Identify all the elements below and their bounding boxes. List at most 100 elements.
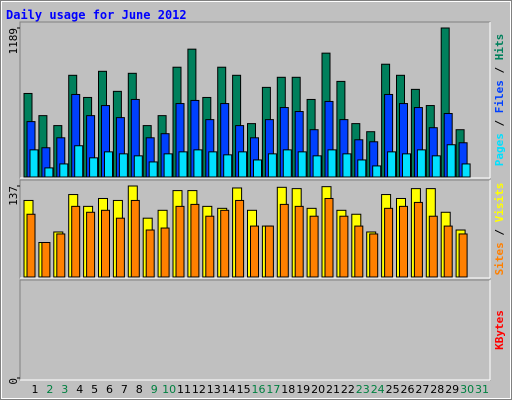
legend-entry: Sites [493,242,506,275]
legend-entry: Visits [493,183,506,223]
legend-separator: / [493,113,506,133]
bar [118,153,128,178]
x-tick-label: 15 [237,383,251,396]
y-tick-label: 137 [7,186,20,206]
y-tick-label: 0 [7,378,20,385]
bar [446,144,456,178]
bar [74,145,84,178]
x-tick-label: 5 [91,383,98,396]
bar [324,197,334,278]
bar [250,225,259,278]
x-tick-label: 17 [266,383,280,396]
bar [208,151,218,178]
bar [205,215,215,278]
bar [279,203,289,278]
x-tick-label: 4 [76,383,83,396]
bar [431,155,441,178]
bar [59,163,69,178]
bar [71,205,81,278]
bar [428,215,438,278]
bar [264,225,274,278]
bar [104,151,113,178]
legend: KBytes [493,310,506,350]
bar [339,215,349,278]
bar [29,149,39,178]
bar [312,155,322,178]
bar [399,205,408,278]
x-tick-label: 3 [61,383,68,396]
bar [178,151,188,178]
x-tick-label: 14 [222,383,236,396]
x-tick-label: 29 [445,383,459,396]
bar [26,213,36,278]
bar [223,154,233,178]
legend-entry: KBytes [493,310,506,350]
bar [372,165,382,178]
bar [297,151,307,178]
bar [160,227,170,278]
x-tick-label: 12 [192,383,206,396]
bar [267,153,277,178]
bar [193,149,203,178]
bar [357,159,367,178]
x-tick-label: 13 [207,383,221,396]
bar [327,149,337,178]
bar [101,209,110,278]
legend-entry: Files [493,80,506,113]
legend-separator: / [493,60,506,80]
x-tick-label: 2 [46,383,53,396]
x-tick-label: 31 [475,383,489,396]
bar [387,151,397,178]
x-tick-label: 20 [311,383,325,396]
bar [413,201,423,278]
bar [458,233,468,278]
x-tick-label: 18 [281,383,295,396]
bar [44,167,54,178]
y-tick-label: 1189 [7,28,20,55]
x-tick-label: 27 [415,383,429,396]
bar [461,163,471,178]
x-tick-label: 30 [460,383,474,396]
x-tick-label: 8 [136,383,143,396]
x-tick-label: 16 [252,383,266,396]
legend: Sites / Visits [493,183,506,276]
bar [369,233,379,278]
bar [190,203,200,278]
bar [282,149,292,178]
x-tick-label: 25 [386,383,400,396]
x-tick-label: 22 [341,383,355,396]
bar [238,151,248,178]
bar [89,157,99,178]
x-tick-label: 7 [121,383,128,396]
bar [402,153,411,178]
legend-separator: / [493,222,506,242]
bar [56,233,66,278]
bar [253,159,262,178]
bar [145,229,155,278]
x-tick-label: 19 [296,383,310,396]
x-tick-label: 24 [371,383,385,396]
x-tick-label: 23 [356,383,370,396]
legend: Pages / Files / Hits [493,34,506,167]
x-tick-label: 26 [401,383,415,396]
x-tick-label: 10 [162,383,176,396]
bar [148,161,158,178]
x-tick-label: 21 [326,383,340,396]
bar [41,241,51,278]
legend-entry: Pages [493,133,506,166]
bar [235,199,245,278]
x-tick-label: 9 [151,383,158,396]
bar [86,211,96,278]
chart-title: Daily usage for June 2012 [6,8,187,22]
bar [130,199,140,278]
bar [115,217,125,278]
bar [384,207,394,278]
bar [163,153,173,178]
bar [294,205,304,278]
bar [220,209,230,278]
x-tick-label: 6 [106,383,113,396]
bar [342,153,352,178]
x-tick-label: 11 [177,383,191,396]
